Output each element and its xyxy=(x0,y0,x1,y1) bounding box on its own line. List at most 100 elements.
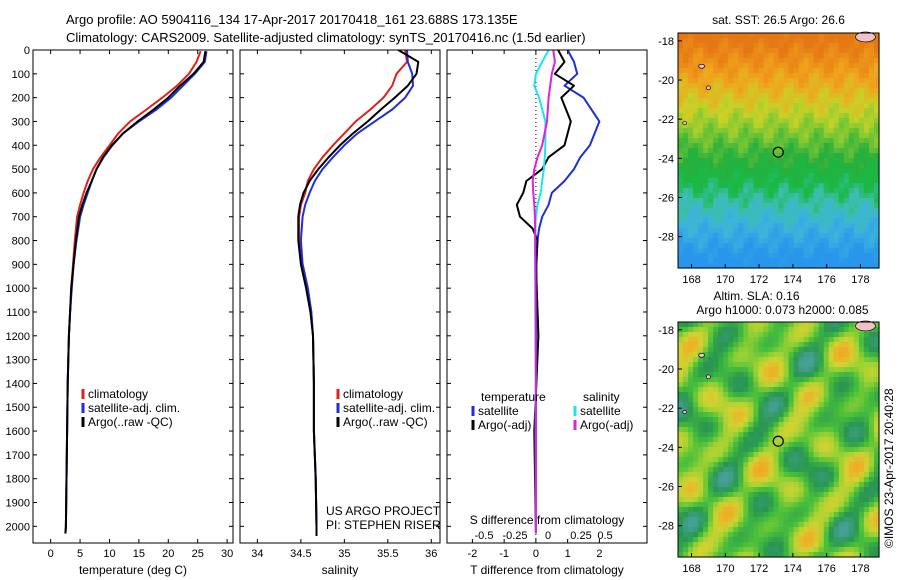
x-tick-label: 178 xyxy=(851,563,869,575)
x-tick-label: 34.5 xyxy=(290,548,311,560)
x-tick-label: 10 xyxy=(103,548,115,560)
y-tick-label: 800 xyxy=(12,236,30,248)
island-shape xyxy=(698,63,705,69)
x-tick-label: 35.5 xyxy=(377,548,398,560)
y-tick-label: -22 xyxy=(658,114,674,126)
y-tick-label: 700 xyxy=(12,212,30,224)
series-line-3 xyxy=(297,49,420,536)
argo-location-marker xyxy=(772,146,784,158)
y-tick-label: 1000 xyxy=(6,283,30,295)
y-tick-label: -18 xyxy=(658,325,674,337)
legend-title-temperature: temperature xyxy=(481,390,546,404)
sst-map-panel: 168 170 172 174 176 178 -18 -20 -22 -24 -26 -28 sat.… xyxy=(658,13,880,286)
x-tick-label: 168 xyxy=(682,274,700,286)
series-line-2 xyxy=(299,49,414,536)
x-tick-label: 172 xyxy=(750,274,768,286)
x-axis-label: temperature (deg C) xyxy=(79,563,187,577)
x-tick-label: 30 xyxy=(221,548,233,560)
x-tick-label: 5 xyxy=(77,548,83,560)
x-tick-label: 172 xyxy=(750,563,768,575)
y-tick-label: -20 xyxy=(658,364,674,376)
series-line-4 xyxy=(531,49,556,534)
y-tick-label: -28 xyxy=(658,232,674,244)
x-tick-label: 1 xyxy=(565,548,571,560)
x-tick-label: 0 xyxy=(48,548,54,560)
y-tick-label: 900 xyxy=(12,259,30,271)
y-tick-label: 1100 xyxy=(6,307,30,319)
x-tick-label: 20 xyxy=(162,548,174,560)
temperature-panel: 0100200300400500600700800900100011001200… xyxy=(6,45,234,577)
y-tick-label: 1800 xyxy=(6,474,30,486)
y-tick-label: 1900 xyxy=(6,498,30,510)
sst-heatmap-cells xyxy=(678,33,880,269)
imos-timestamp-label: ©IMOS 23-Apr-2017 20:40:28 xyxy=(882,388,896,548)
y-tick-label: 300 xyxy=(12,116,30,128)
x-tick-label: 0 xyxy=(533,548,539,560)
legend-label: satellite-adj. clim. xyxy=(88,401,180,415)
argo-location-marker xyxy=(772,435,784,447)
map-frame xyxy=(677,321,880,558)
sla-map-panel: 168 170 172 174 176 178 -18 -20 -22 -24 -26 -28 Alti… xyxy=(658,289,880,575)
x-tick-label: 36 xyxy=(425,548,437,560)
legend-label: Argo(-adj) xyxy=(580,418,633,432)
x-tick-label: 174 xyxy=(784,274,802,286)
x-tick-label: 176 xyxy=(817,274,835,286)
map-title-line1: Altim. SLA: 0.16 xyxy=(713,289,799,303)
sla-heatmap-cells xyxy=(678,322,880,558)
y-tick-label: 100 xyxy=(12,69,30,81)
project-label: US ARGO PROJECT xyxy=(326,504,441,518)
difference-panel: -2 -1 0 1 2 T difference from climatology temp… xyxy=(446,49,648,577)
plot-frame xyxy=(239,49,441,544)
legend-label: Argo(..raw -QC) xyxy=(88,415,173,429)
legend-label: Argo(..raw -QC) xyxy=(343,415,428,429)
plot-frame xyxy=(32,49,234,544)
s-tick-label: -0.25 xyxy=(502,530,527,542)
y-tick-label: 200 xyxy=(12,93,30,105)
island-shape xyxy=(682,121,688,125)
y-tick-label: -28 xyxy=(658,521,674,533)
y-tick-label: -18 xyxy=(658,36,674,48)
series-line-1 xyxy=(64,50,202,534)
s-tick-label: -0.5 xyxy=(475,530,494,542)
island-shape xyxy=(855,31,876,43)
y-tick-label: 1500 xyxy=(6,402,30,414)
x-tick-label: -2 xyxy=(468,548,478,560)
y-tick-label: -24 xyxy=(658,442,674,454)
x-tick-label: 174 xyxy=(784,563,802,575)
island-shape xyxy=(698,352,705,358)
x-tick-label: 178 xyxy=(851,274,869,286)
salinity-panel: 34 34.5 35 35.5 36 salinity climatologysatelli… xyxy=(239,49,441,577)
y-tick-label: 1600 xyxy=(6,426,30,438)
legend-label: satellite xyxy=(478,404,519,418)
pi-label: PI: STEPHEN RISER xyxy=(326,518,441,532)
y-tick-label: 0 xyxy=(24,45,30,57)
legend-title-salinity: salinity xyxy=(583,390,620,404)
island-shape xyxy=(855,320,876,332)
y-tick-label: 1400 xyxy=(6,378,30,390)
legend-label: climatology xyxy=(88,387,148,401)
plot-frame xyxy=(446,49,648,544)
y-tick-label: -26 xyxy=(658,482,674,494)
x-axis-label: salinity xyxy=(322,563,359,577)
y-tick-label: -20 xyxy=(658,75,674,87)
island-shape xyxy=(706,374,711,380)
y-tick-label: 400 xyxy=(12,140,30,152)
x-tick-label: 170 xyxy=(716,563,734,575)
island-shape xyxy=(682,410,688,414)
y-tick-label: 1700 xyxy=(6,450,30,462)
s-tick-label: 0.5 xyxy=(597,530,612,542)
x-tick-label: -1 xyxy=(499,548,509,560)
y-tick-label: -24 xyxy=(658,153,674,165)
x-axis-label: T difference from climatology xyxy=(470,563,624,577)
s-tick-label: 0 xyxy=(545,530,551,542)
x-tick-label: 35 xyxy=(338,548,350,560)
x-tick-label: 34 xyxy=(251,548,263,560)
x-tick-label: 168 xyxy=(682,563,700,575)
island-shape xyxy=(706,85,711,91)
y-tick-label: 1200 xyxy=(6,331,30,343)
x-tick-label: 176 xyxy=(817,563,835,575)
legend-label: Argo(-adj) xyxy=(478,418,531,432)
series-line-3 xyxy=(64,51,207,534)
x-tick-label: 170 xyxy=(716,274,734,286)
